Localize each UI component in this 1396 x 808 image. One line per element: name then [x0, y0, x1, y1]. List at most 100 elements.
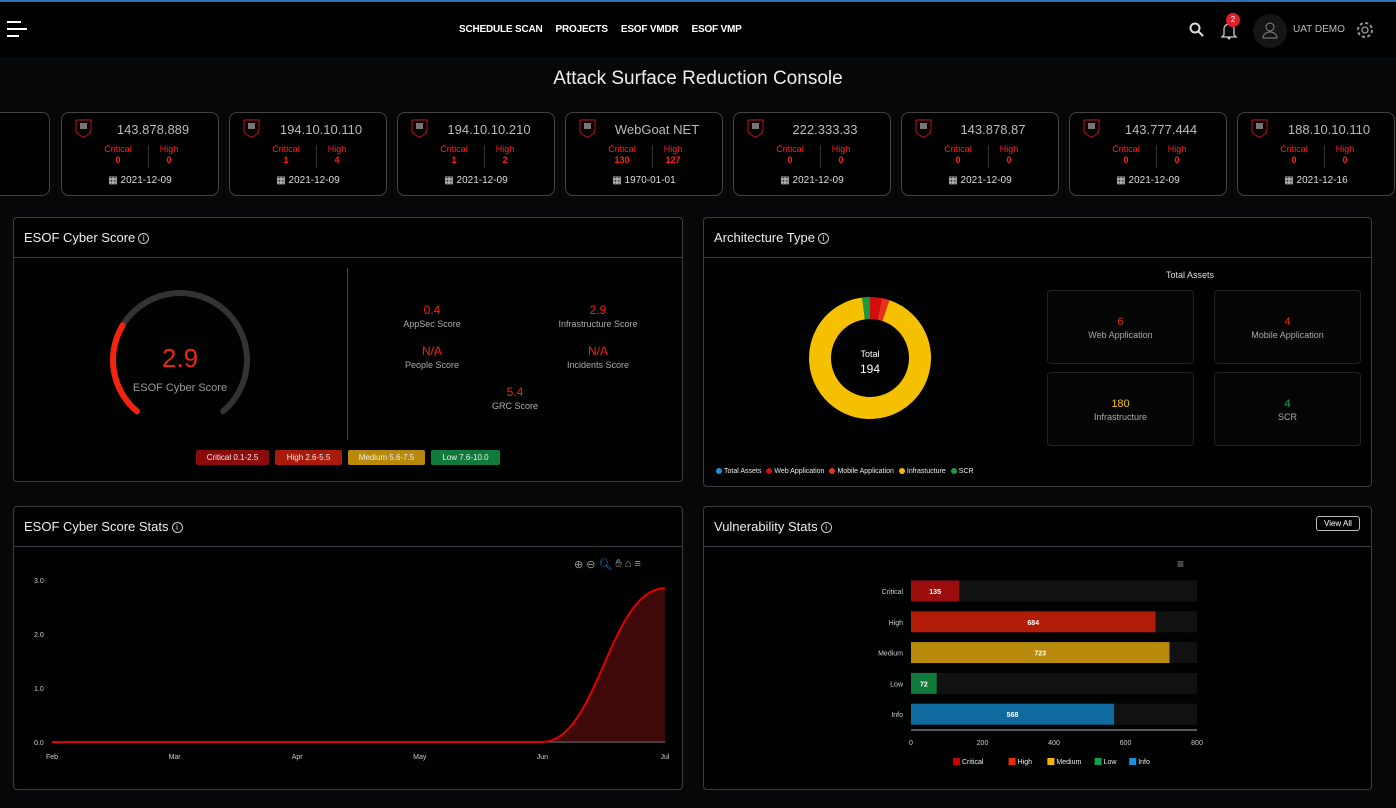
high-count: 127 [665, 155, 681, 165]
asset-name: 222.333.33 [792, 122, 858, 137]
scan-date: 1970-01-01 [624, 175, 676, 186]
legend-label: Total Assets [724, 467, 762, 475]
score-value: N/A [421, 344, 442, 358]
hamburger-menu-icon[interactable] [7, 21, 27, 37]
chart-menu-icon[interactable]: ≡ [1177, 557, 1185, 571]
asset-card[interactable]: 143.878.889 Critical 0 High 0 ▦ 2021-12-09 [61, 112, 219, 196]
asset-type-count: 4 [1284, 316, 1291, 328]
y-category-label: Medium [878, 651, 903, 658]
asset-card[interactable]: 143.777.444 Critical 0 High 0 ▦ 2021-12-09 [1069, 112, 1227, 196]
x-tick-label: Apr [292, 754, 304, 761]
critical-label: Critical [1280, 144, 1308, 154]
asset-card-partial[interactable] [0, 112, 50, 196]
zoom-out-icon[interactable]: ⊖ [586, 559, 596, 571]
panel-header: Architecture Type i [704, 218, 1371, 258]
vulnerability-bar-chart: Critical 135 High 684 Medium 723 Low 72 Info 568 0… [878, 580, 1203, 766]
x-tick-label: 600 [1120, 740, 1132, 747]
gear-icon[interactable] [1356, 21, 1374, 39]
asset-name: WebGoat NET [614, 122, 700, 137]
user-name[interactable]: UAT DEMO [1293, 24, 1345, 35]
asset-card[interactable]: 188.10.10.110 Critical 0 High 0 ▦ 2021-12-… [1237, 112, 1395, 196]
bar-info [911, 703, 1115, 725]
bar-value-label: 723 [1034, 651, 1046, 658]
high-label: High [999, 144, 1019, 154]
divider [347, 268, 348, 440]
critical-label: Critical [440, 144, 468, 154]
asset-card[interactable]: 222.333.33 Critical 0 High 0 ▦ 2021-12-09 [733, 112, 891, 196]
legend-item[interactable]: Infrastucture [898, 467, 946, 475]
high-label: High [1335, 144, 1355, 154]
donut-slice [869, 297, 882, 320]
calendar-icon: ▦ [276, 175, 286, 186]
asset-name: 143.777.444 [1124, 122, 1198, 137]
y-tick-label: 2.0 [34, 632, 44, 639]
asset-name: 194.10.10.210 [447, 122, 531, 137]
scan-date: 2021-12-09 [1128, 175, 1180, 186]
info-icon[interactable]: i [171, 522, 183, 533]
high-label: High [159, 144, 179, 154]
info-icon[interactable]: i [138, 233, 150, 244]
asset-card[interactable]: 194.10.10.210 Critical 1 High 2 ▦ 2021-12-… [397, 112, 555, 196]
legend-item[interactable]: SCR [950, 467, 974, 475]
chart-toolbar: ⊕ ⊖ 🔍︎ ✋︎ ⌂ ≡ [574, 558, 641, 571]
panel-title: Architecture Type [714, 230, 815, 245]
legend-swatch [953, 758, 960, 765]
info-icon[interactable]: i [820, 522, 832, 533]
x-tick-label: 800 [1191, 740, 1203, 747]
y-tick-label: 1.0 [34, 686, 44, 693]
bar-value-label: 568 [1007, 712, 1019, 719]
legend-label: SCR [958, 467, 974, 475]
zoom-in-icon[interactable]: ⊕ [574, 559, 584, 571]
donut-total-label: Total [860, 349, 880, 359]
view-all-button[interactable]: View All [1316, 516, 1360, 531]
bar-value-label: 72 [920, 681, 928, 688]
x-tick-label: Jun [537, 754, 548, 761]
high-label: High [831, 144, 851, 154]
divider [316, 145, 317, 168]
x-tick-label: Jul [661, 754, 670, 761]
critical-count: 0 [787, 155, 793, 165]
nav-projects[interactable]: PROJECTS [555, 24, 609, 35]
score-stats-chart: 0.0 1.0 2.0 3.0 Feb Mar Apr May Jun Jul [34, 578, 670, 761]
critical-count: 130 [614, 155, 630, 165]
nav-esof-vmp[interactable]: ESOF VMP [691, 24, 742, 35]
legend-item[interactable]: Total Assets [716, 468, 761, 475]
bar-track [911, 580, 1197, 602]
asset-card[interactable]: 194.10.10.110 Critical 1 High 4 ▦ 2021-12-… [229, 112, 387, 196]
score-label: Infrastructure Score [558, 319, 638, 329]
pan-hand-icon[interactable]: ✋︎ [615, 558, 622, 570]
score-value: N/A [587, 344, 608, 358]
divider [988, 145, 989, 168]
nav-esof-vmdr[interactable]: ESOF VMDR [620, 24, 679, 35]
top-accent-line [0, 0, 1396, 2]
info-icon[interactable]: i [817, 233, 829, 244]
divider [652, 145, 653, 168]
legend-item[interactable]: Web Application [766, 468, 824, 475]
zoom-select-icon[interactable]: 🔍︎ [598, 559, 613, 571]
infrastructure-score: 2.9 Infrastructure Score [538, 303, 658, 329]
legend-dot [950, 468, 957, 474]
score-label: People Score [404, 360, 460, 370]
scan-date: 2021-12-16 [1296, 175, 1348, 186]
avatar[interactable] [1253, 14, 1287, 48]
search-icon[interactable] [1189, 22, 1204, 37]
asset-type-box: 4 SCR [1214, 372, 1361, 446]
score-line [52, 587, 666, 743]
shield-icon [75, 119, 92, 138]
legend-label: Infrastucture [906, 467, 946, 475]
cyber-score-panel: ESOF Cyber Score i [13, 217, 683, 482]
home-reset-icon[interactable]: ⌂ [624, 558, 632, 570]
asset-type-count: 6 [1117, 316, 1124, 328]
asset-card[interactable]: WebGoat NET Critical 130 High 127 ▦ 1970-0… [565, 112, 723, 196]
critical-label: Critical [608, 144, 636, 154]
legend-swatch [1047, 758, 1055, 765]
asset-name: 143.878.87 [960, 122, 1026, 137]
gauge-value-arc [110, 322, 140, 415]
top-bar: SCHEDULE SCAN PROJECTS ESOF VMDR ESOF VM… [0, 2, 1396, 57]
asset-type-box: 4 Mobile Application [1214, 290, 1361, 364]
legend-item[interactable]: Mobile Application [829, 468, 894, 475]
legend-label: Critical [962, 759, 984, 766]
nav-schedule-scan[interactable]: SCHEDULE SCAN [459, 24, 543, 35]
chart-menu-icon[interactable]: ≡ [634, 558, 641, 570]
asset-card[interactable]: 143.878.87 Critical 0 High 0 ▦ 2021-12-09 [901, 112, 1059, 196]
